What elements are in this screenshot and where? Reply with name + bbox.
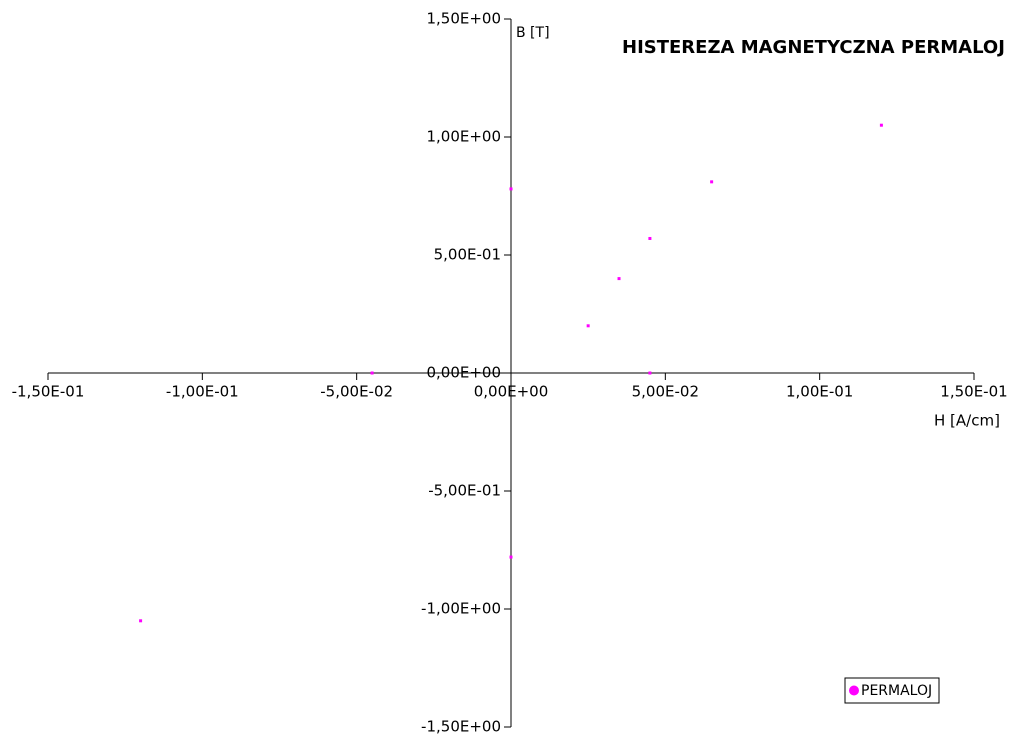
y-tick-label: 0,00E+00 xyxy=(426,364,501,382)
point xyxy=(617,277,621,281)
x-tick-label: 5,00E-02 xyxy=(632,383,699,401)
legend-box xyxy=(844,677,940,704)
legend-marker xyxy=(849,685,859,696)
point xyxy=(370,371,374,375)
x-tick-label: -1,00E-01 xyxy=(166,383,239,401)
point xyxy=(139,619,143,623)
point xyxy=(509,555,513,559)
y-tick-label: 1,50E+00 xyxy=(426,10,501,28)
x-axis-label: H [A/cm] xyxy=(934,412,1000,430)
y-tick-label: 1,00E+00 xyxy=(426,128,501,146)
point xyxy=(879,123,883,127)
x-tick-label: 1,50E-01 xyxy=(940,383,1007,401)
point xyxy=(586,324,590,328)
y-tick-label: -5,00E-01 xyxy=(428,482,501,500)
x-tick-label: -5,00E-02 xyxy=(320,383,393,401)
y-tick-label: -1,50E+00 xyxy=(421,718,501,736)
x-tick-label: 0,00E+00 xyxy=(474,383,549,401)
point xyxy=(710,180,714,184)
point xyxy=(509,187,513,191)
chart-title: HISTEREZA MAGNETYCZNA PERMALOJ xyxy=(622,37,1005,58)
legend-label: PERMALOJ xyxy=(861,683,932,699)
x-tick-label: -1,50E-01 xyxy=(12,383,85,401)
point xyxy=(648,371,652,375)
point xyxy=(648,236,652,240)
y-tick-label: -1,00E+00 xyxy=(421,600,501,618)
y-axis-label: B [T] xyxy=(516,25,550,41)
x-tick-label: 1,00E-01 xyxy=(786,383,853,401)
y-tick-label: 5,00E-01 xyxy=(434,246,501,264)
